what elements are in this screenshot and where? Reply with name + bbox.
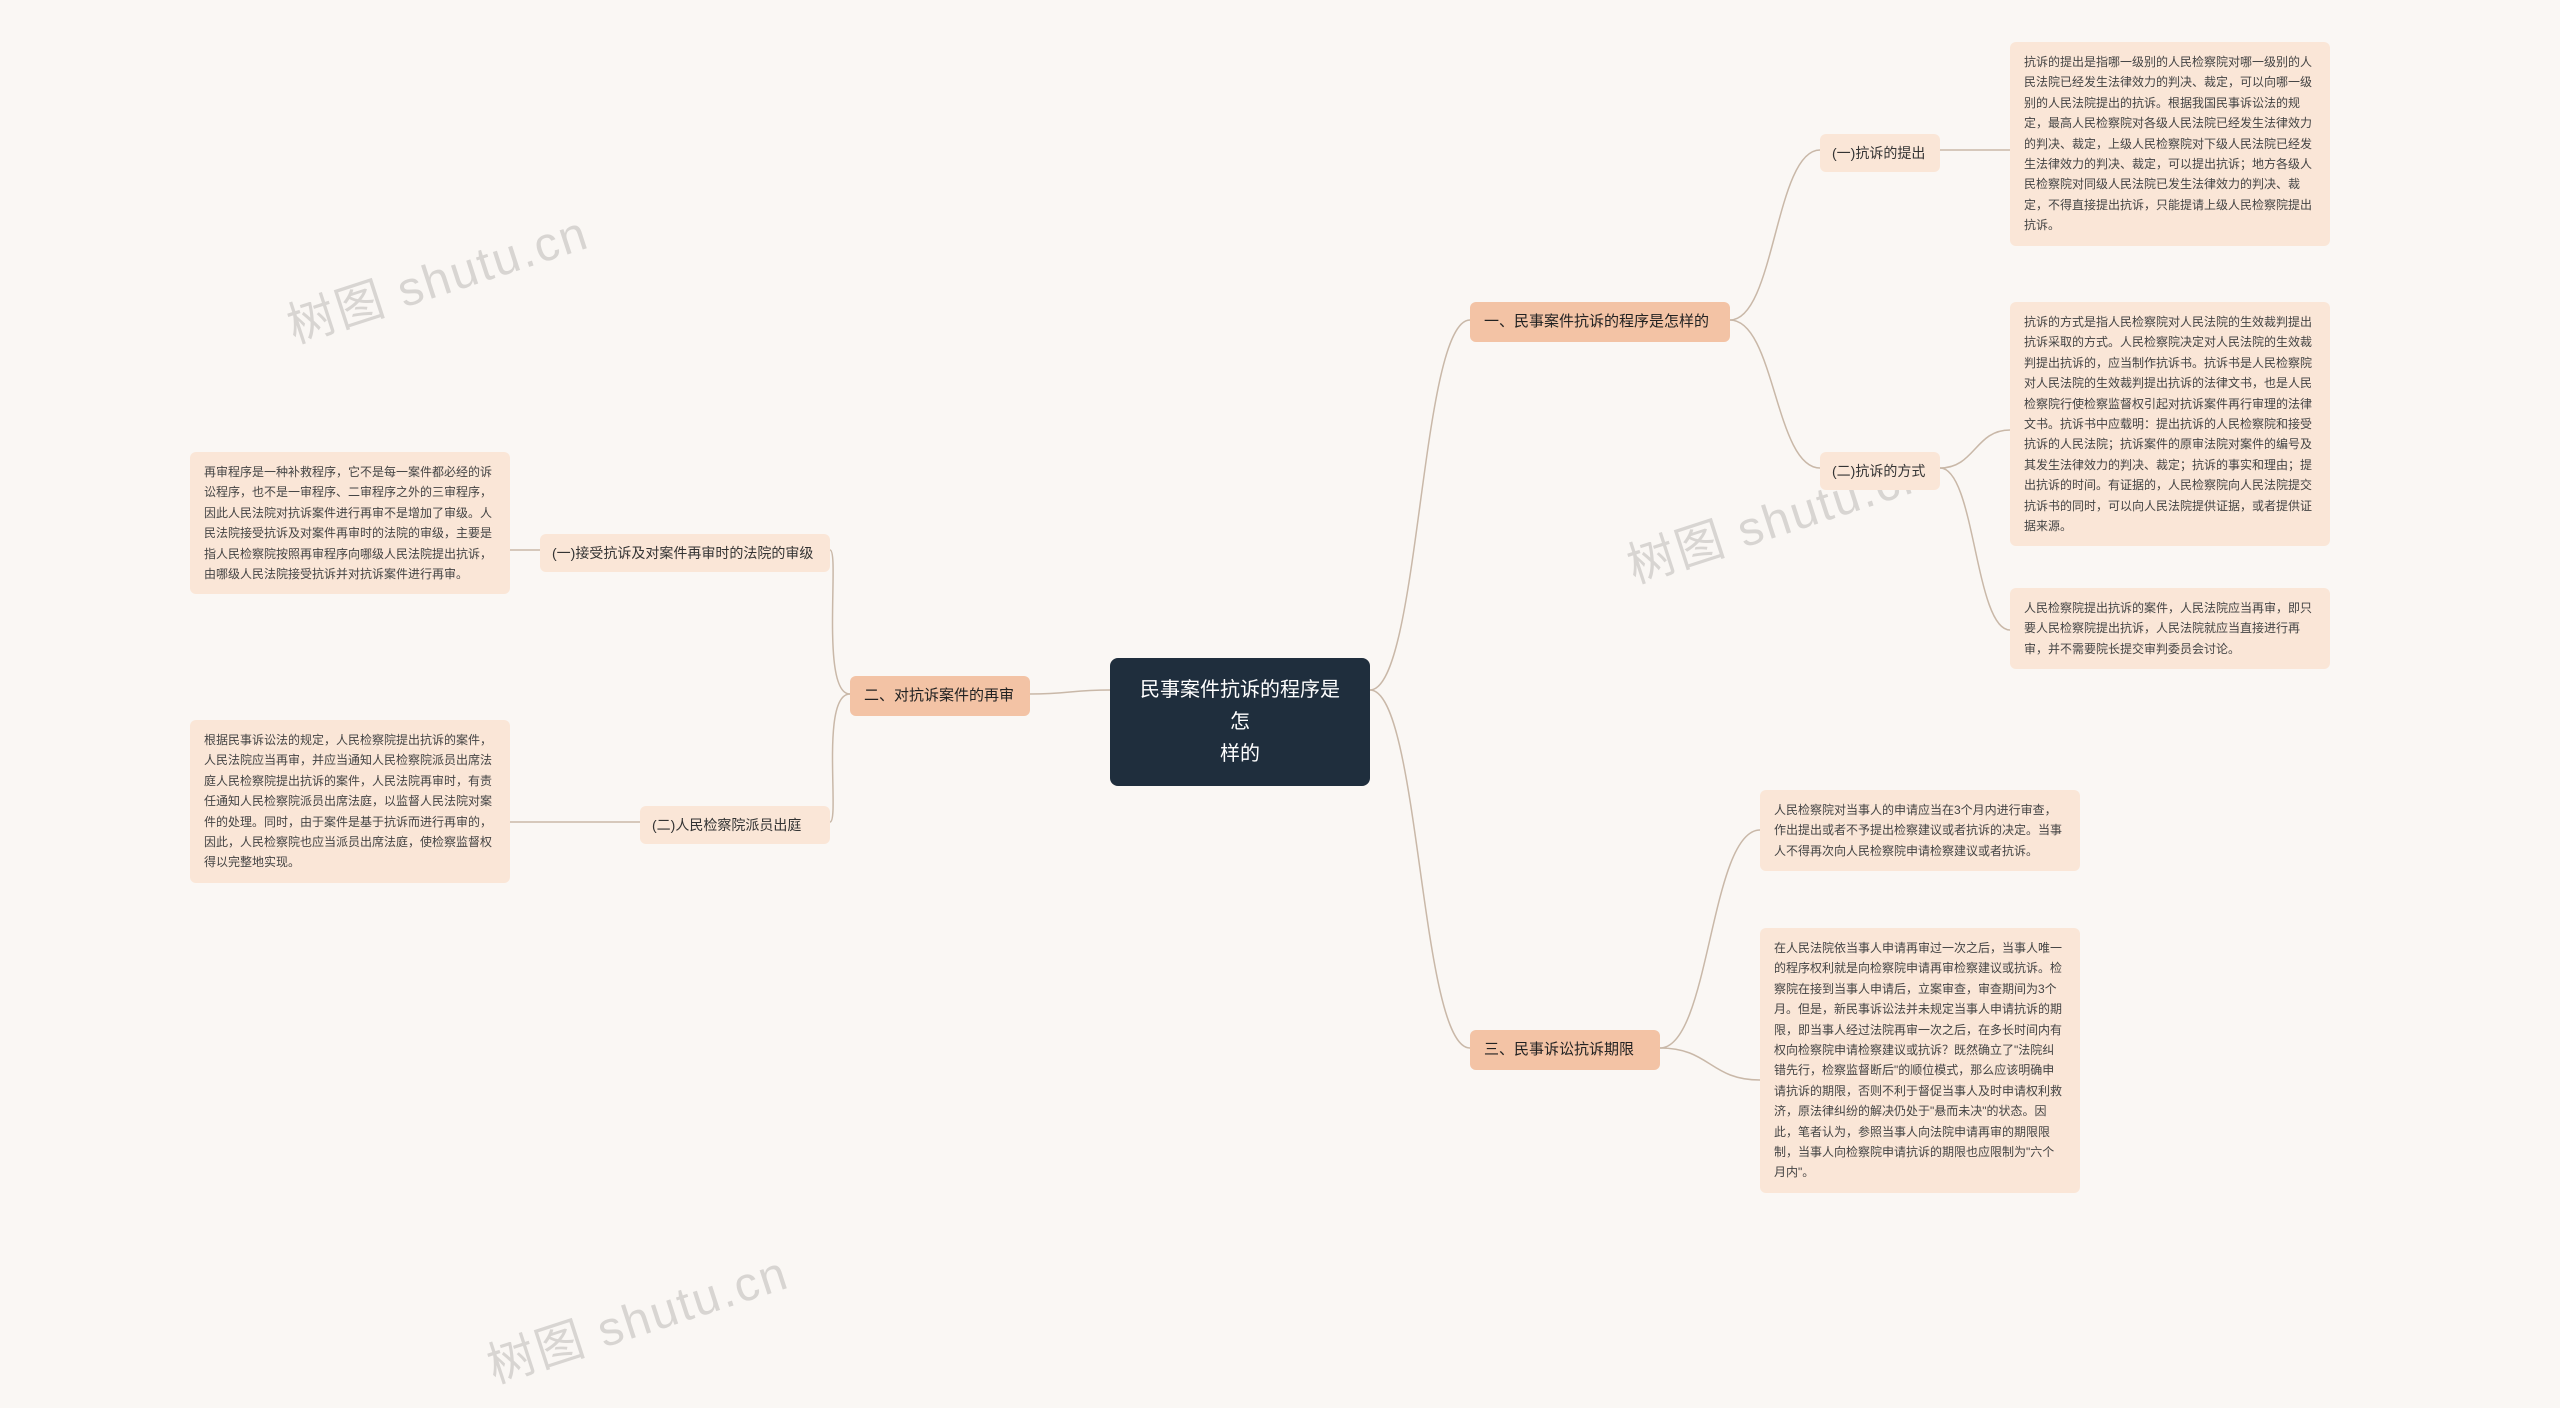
branch-1-leaf-1: 抗诉的提出是指哪一级别的人民检察院对哪一级别的人民法院已经发生法律效力的判决、裁…	[2010, 42, 2330, 246]
branch-2: 二、对抗诉案件的再审	[850, 676, 1030, 716]
branch-2-leaf-2: 根据民事诉讼法的规定，人民检察院提出抗诉的案件，人民法院应当再审，并应当通知人民…	[190, 720, 510, 883]
center-title-line1: 民事案件抗诉的程序是怎	[1132, 674, 1348, 738]
branch-1-leaf-3: 人民检察院提出抗诉的案件，人民法院应当再审，即只要人民检察院提出抗诉，人民法院就…	[2010, 588, 2330, 669]
branch-3-leaf-2: 在人民法院依当事人申请再审过一次之后，当事人唯一的程序权利就是向检察院申请再审检…	[1760, 928, 2080, 1193]
branch-2-sub-1: (一)接受抗诉及对案件再审时的法院的审级	[540, 534, 830, 572]
branch-1: 一、民事案件抗诉的程序是怎样的	[1470, 302, 1730, 342]
watermark: 树图 shutu.cn	[277, 193, 596, 356]
center-title-line2: 样的	[1132, 738, 1348, 770]
watermark: 树图 shutu.cn	[477, 1233, 796, 1396]
branch-1-leaf-2: 抗诉的方式是指人民检察院对人民法院的生效裁判提出抗诉采取的方式。人民检察院决定对…	[2010, 302, 2330, 546]
branch-2-sub-2: (二)人民检察院派员出庭	[640, 806, 830, 844]
branch-3: 三、民事诉讼抗诉期限	[1470, 1030, 1660, 1070]
branch-2-leaf-1: 再审程序是一种补救程序，它不是每一案件都必经的诉讼程序，也不是一审程序、二审程序…	[190, 452, 510, 594]
branch-1-sub-1: (一)抗诉的提出	[1820, 134, 1940, 172]
center-node: 民事案件抗诉的程序是怎 样的	[1110, 658, 1370, 786]
branch-1-sub-2: (二)抗诉的方式	[1820, 452, 1940, 490]
branch-3-leaf-1: 人民检察院对当事人的申请应当在3个月内进行审查，作出提出或者不予提出检察建议或者…	[1760, 790, 2080, 871]
